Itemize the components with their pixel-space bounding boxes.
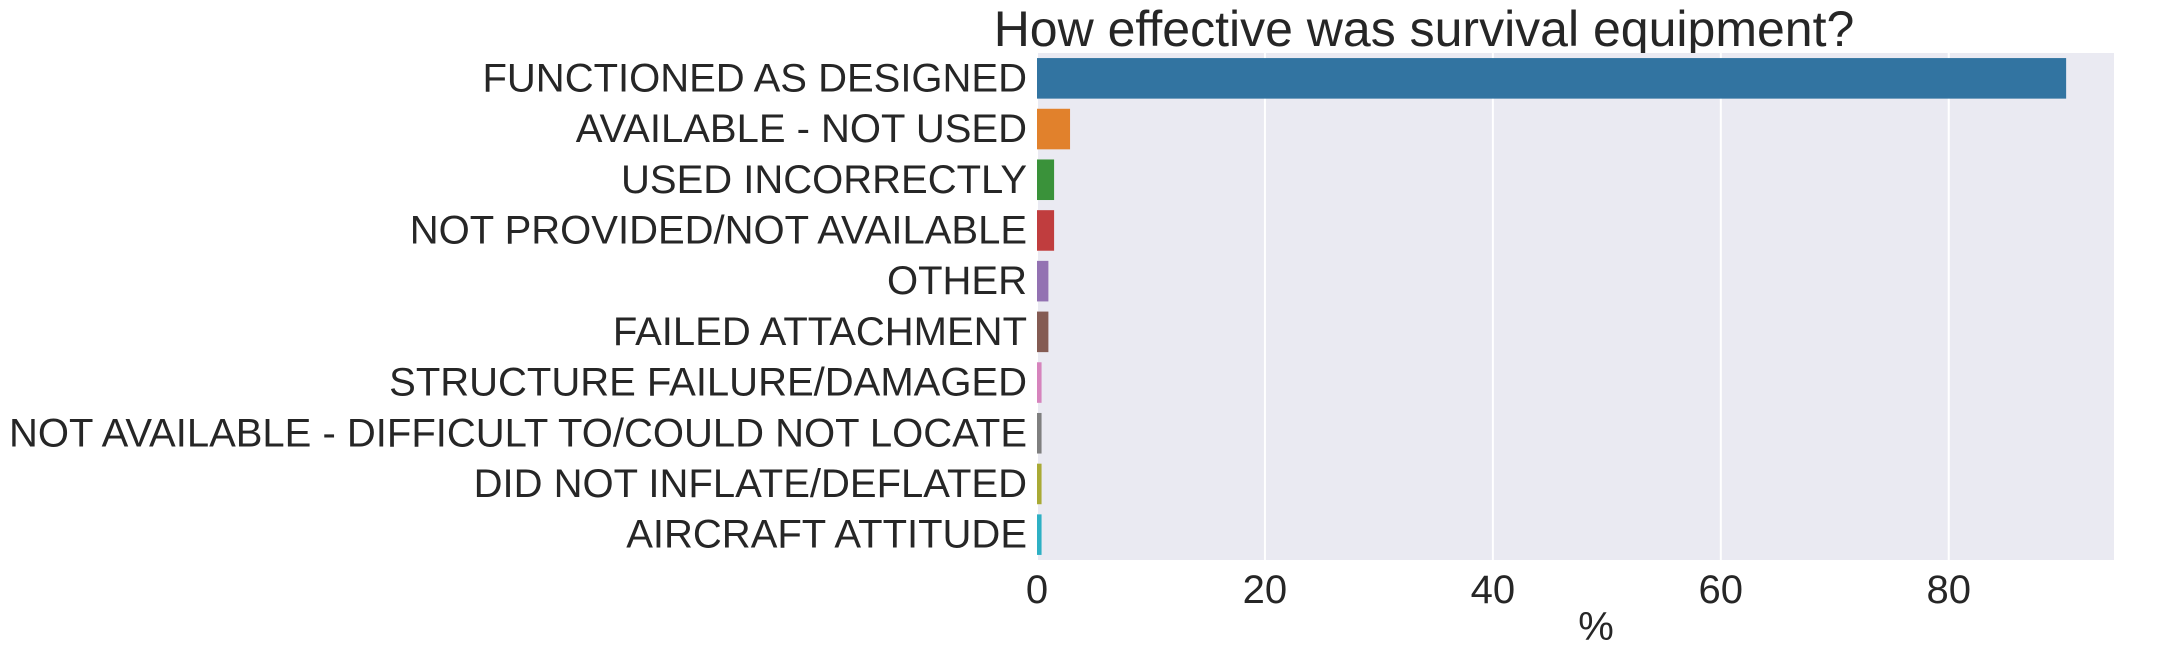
category-label: NOT AVAILABLE - DIFFICULT TO/COULD NOT L… <box>9 411 1027 455</box>
bar <box>1037 362 1042 403</box>
category-label: OTHER <box>887 259 1027 303</box>
bar <box>1037 108 1071 150</box>
category-label: DID NOT INFLATE/DEFLATED <box>474 462 1027 506</box>
category-label: USED INCORRECTLY <box>621 158 1027 202</box>
x-tick-label: 60 <box>1699 568 1744 612</box>
bar <box>1037 58 2067 99</box>
category-label: AIRCRAFT ATTITUDE <box>626 513 1027 557</box>
bar <box>1037 260 1049 302</box>
category-label: AVAILABLE - NOT USED <box>576 107 1027 151</box>
category-label: STRUCTURE FAILURE/DAMAGED <box>389 361 1027 405</box>
bar <box>1037 514 1042 555</box>
category-label: FAILED ATTACHMENT <box>613 310 1027 354</box>
category-label: FUNCTIONED AS DESIGNED <box>482 56 1027 100</box>
x-tick-labels: 0 20 40 60 80 <box>1026 568 1971 612</box>
bar <box>1037 311 1049 353</box>
category-labels: FUNCTIONED AS DESIGNED AVAILABLE - NOT US… <box>9 56 1027 556</box>
x-axis-title: % <box>1578 605 1614 649</box>
bar <box>1037 463 1042 505</box>
chart-title: How effective was survival equipment? <box>994 1 1855 57</box>
x-tick-label: 80 <box>1926 568 1971 612</box>
bar <box>1037 210 1055 251</box>
bar <box>1037 159 1055 201</box>
x-tick-label: 40 <box>1471 568 1516 612</box>
x-tick-label: 20 <box>1243 568 1288 612</box>
plot-area <box>1037 53 2114 560</box>
x-tick-label: 0 <box>1026 568 1048 612</box>
bars <box>1037 58 2067 555</box>
bar <box>1037 412 1042 454</box>
category-label: NOT PROVIDED/NOT AVAILABLE <box>410 208 1027 252</box>
